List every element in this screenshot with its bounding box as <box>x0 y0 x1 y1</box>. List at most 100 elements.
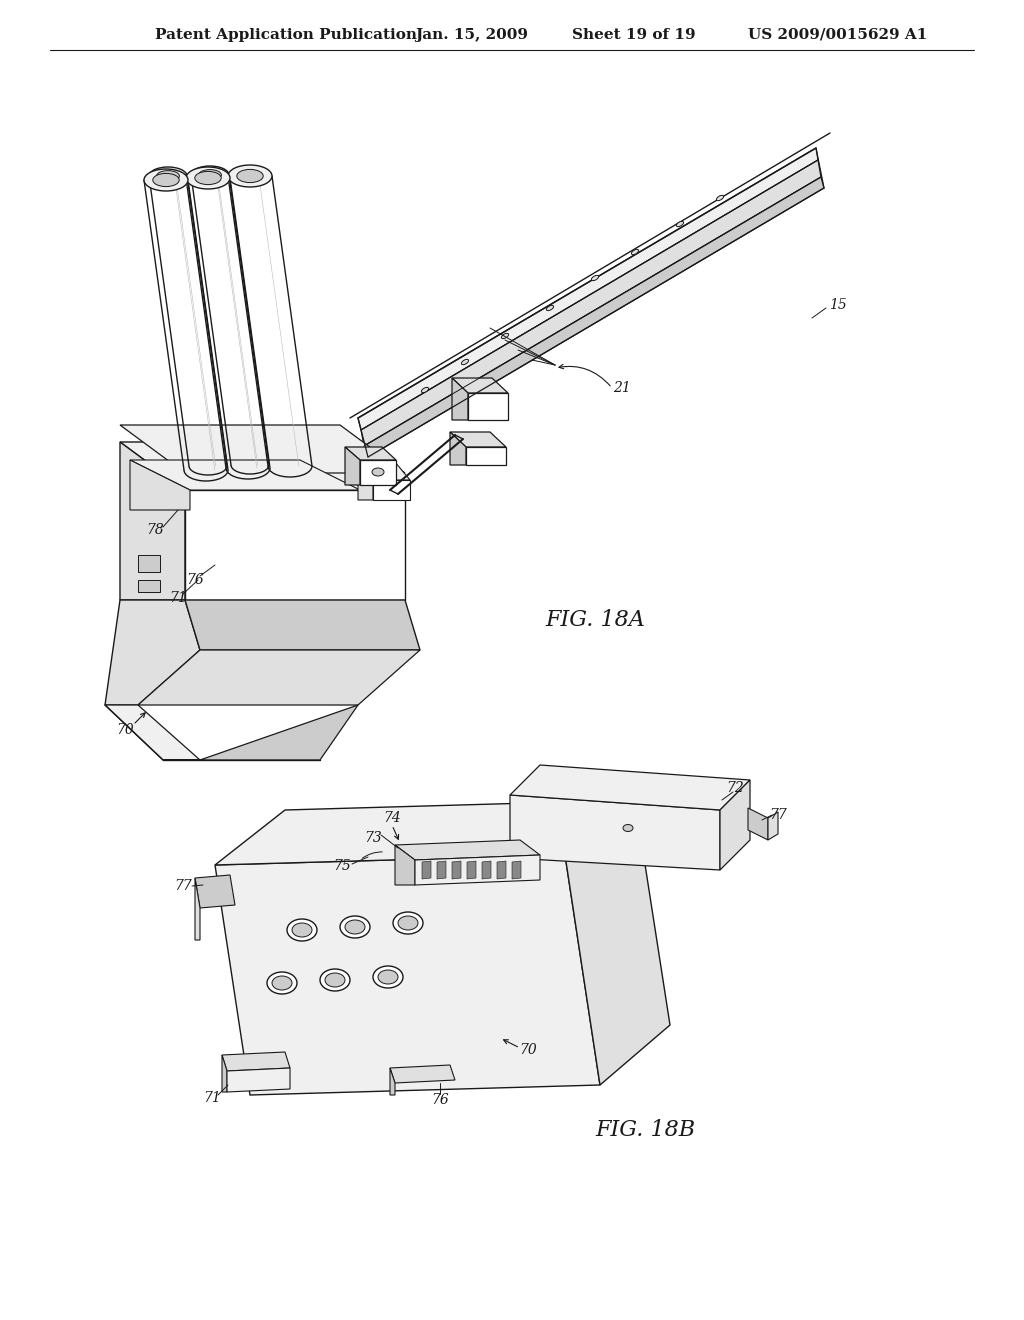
Ellipse shape <box>157 170 179 181</box>
Ellipse shape <box>228 165 272 187</box>
Ellipse shape <box>267 972 297 994</box>
Text: 70: 70 <box>519 1043 537 1057</box>
Polygon shape <box>215 800 635 865</box>
Polygon shape <box>510 795 720 870</box>
Ellipse shape <box>422 387 429 392</box>
Text: 71: 71 <box>203 1092 221 1105</box>
Polygon shape <box>185 601 420 649</box>
Polygon shape <box>227 1068 290 1092</box>
Text: 74: 74 <box>383 810 400 825</box>
Text: 75: 75 <box>333 859 351 873</box>
Text: 76: 76 <box>186 573 204 587</box>
Text: FIG. 18A: FIG. 18A <box>545 609 645 631</box>
Ellipse shape <box>632 249 639 255</box>
Ellipse shape <box>502 334 509 339</box>
Polygon shape <box>358 462 373 500</box>
Polygon shape <box>138 579 160 591</box>
Ellipse shape <box>677 222 684 227</box>
Text: 77: 77 <box>174 879 191 894</box>
Text: 73: 73 <box>365 832 382 845</box>
Text: 76: 76 <box>431 1093 449 1107</box>
Ellipse shape <box>372 469 384 477</box>
Text: 21: 21 <box>613 381 631 395</box>
Text: FIG. 18B: FIG. 18B <box>595 1119 695 1140</box>
Ellipse shape <box>398 916 418 931</box>
Polygon shape <box>105 601 200 705</box>
Polygon shape <box>390 1068 395 1096</box>
Text: 72: 72 <box>726 781 743 795</box>
Polygon shape <box>468 393 508 420</box>
Polygon shape <box>358 462 410 480</box>
Polygon shape <box>422 861 431 879</box>
Polygon shape <box>185 490 406 601</box>
Polygon shape <box>222 1055 227 1092</box>
Ellipse shape <box>717 195 724 201</box>
Polygon shape <box>452 378 468 420</box>
FancyArrowPatch shape <box>362 851 382 858</box>
Ellipse shape <box>144 169 188 191</box>
Text: US 2009/0015629 A1: US 2009/0015629 A1 <box>748 28 928 42</box>
Ellipse shape <box>325 973 345 987</box>
Polygon shape <box>105 705 200 760</box>
Polygon shape <box>466 447 506 465</box>
Polygon shape <box>360 459 396 484</box>
Ellipse shape <box>150 168 187 185</box>
Ellipse shape <box>592 276 599 281</box>
Polygon shape <box>138 649 420 705</box>
Polygon shape <box>120 442 406 490</box>
Polygon shape <box>373 480 410 500</box>
Ellipse shape <box>547 305 554 310</box>
Ellipse shape <box>287 919 317 941</box>
Polygon shape <box>120 425 406 473</box>
Polygon shape <box>195 878 200 940</box>
Ellipse shape <box>292 923 312 937</box>
Ellipse shape <box>623 825 633 832</box>
Polygon shape <box>720 780 750 870</box>
Polygon shape <box>467 861 476 879</box>
Ellipse shape <box>191 166 229 183</box>
Ellipse shape <box>237 169 263 182</box>
Text: 70: 70 <box>116 723 134 737</box>
Ellipse shape <box>199 169 221 181</box>
Polygon shape <box>395 845 415 884</box>
Polygon shape <box>450 432 466 465</box>
Polygon shape <box>345 447 396 459</box>
Polygon shape <box>437 861 446 879</box>
Polygon shape <box>395 840 540 861</box>
Polygon shape <box>452 378 508 393</box>
Text: 78: 78 <box>146 523 164 537</box>
Polygon shape <box>497 861 506 879</box>
FancyArrowPatch shape <box>393 828 398 840</box>
Text: 77: 77 <box>769 808 786 822</box>
Ellipse shape <box>373 966 403 987</box>
Polygon shape <box>364 177 824 457</box>
Ellipse shape <box>378 970 398 983</box>
Polygon shape <box>361 160 821 446</box>
Text: Patent Application Publication: Patent Application Publication <box>155 28 417 42</box>
Ellipse shape <box>340 916 370 939</box>
Ellipse shape <box>393 912 423 935</box>
Text: Sheet 19 of 19: Sheet 19 of 19 <box>572 28 695 42</box>
Polygon shape <box>130 459 190 510</box>
Text: 71: 71 <box>169 591 186 605</box>
Polygon shape <box>120 442 185 601</box>
Polygon shape <box>358 148 818 430</box>
Polygon shape <box>450 432 506 447</box>
Text: Jan. 15, 2009: Jan. 15, 2009 <box>415 28 528 42</box>
Ellipse shape <box>153 173 179 186</box>
Polygon shape <box>565 800 670 1085</box>
Polygon shape <box>345 447 360 484</box>
Text: 15: 15 <box>829 298 847 312</box>
Ellipse shape <box>186 168 230 189</box>
Ellipse shape <box>195 172 221 185</box>
Polygon shape <box>415 855 540 884</box>
Polygon shape <box>195 875 234 908</box>
Ellipse shape <box>272 975 292 990</box>
Polygon shape <box>222 1052 290 1071</box>
Ellipse shape <box>319 969 350 991</box>
FancyArrowPatch shape <box>504 1040 517 1047</box>
Ellipse shape <box>345 920 365 935</box>
FancyArrowPatch shape <box>135 713 145 723</box>
Polygon shape <box>215 855 600 1096</box>
Polygon shape <box>482 861 490 879</box>
